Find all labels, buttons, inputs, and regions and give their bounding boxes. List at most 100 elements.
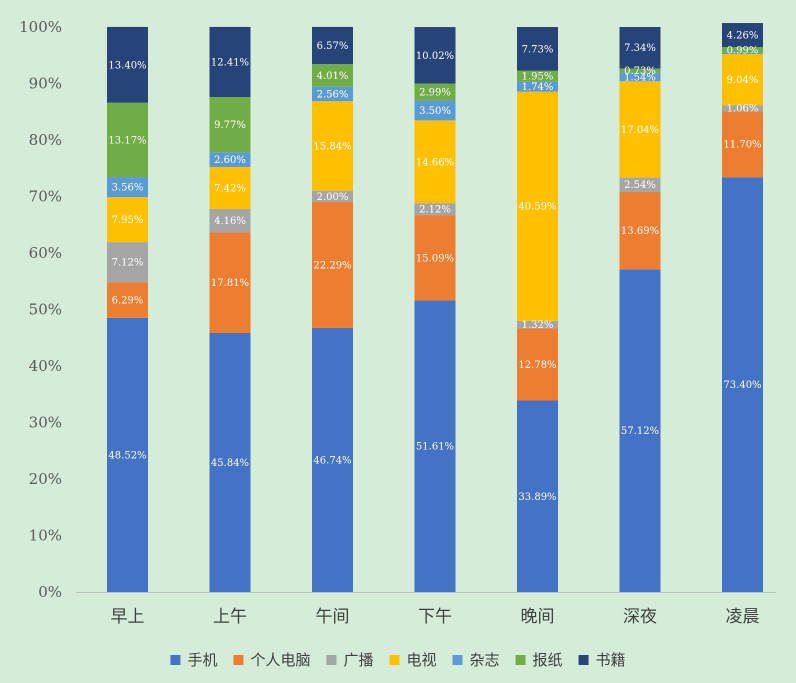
bar-segment bbox=[107, 26, 148, 103]
data-label: 0.99% bbox=[727, 45, 759, 56]
data-label: 2.00% bbox=[317, 192, 349, 203]
data-label: 9.04% bbox=[727, 75, 759, 86]
legend-label: 电视 bbox=[406, 651, 436, 669]
data-label: 13.17% bbox=[108, 135, 146, 146]
data-label: 45.84% bbox=[211, 458, 249, 469]
legend-label: 书籍 bbox=[596, 651, 626, 669]
data-label: 12.41% bbox=[211, 58, 249, 69]
bar-segment bbox=[107, 197, 148, 243]
data-label: 2.56% bbox=[317, 89, 349, 100]
data-label: 7.95% bbox=[112, 215, 144, 226]
y-tick-label: 50% bbox=[29, 301, 62, 319]
y-tick-label: 10% bbox=[29, 527, 62, 545]
x-category-label: 午间 bbox=[316, 607, 350, 627]
legend-label: 杂志 bbox=[470, 651, 500, 669]
x-axis: 早上 上午 午间 下午 晚间 深夜 凌晨 bbox=[76, 592, 776, 627]
data-label: 57.12% bbox=[621, 426, 659, 437]
bar-segment bbox=[619, 68, 661, 73]
bar-segment bbox=[312, 101, 353, 191]
data-label: 40.59% bbox=[518, 202, 556, 213]
y-tick-label: 80% bbox=[29, 131, 62, 149]
bar-segment bbox=[517, 328, 558, 401]
bar-segment bbox=[517, 91, 558, 321]
x-category-label: 晚间 bbox=[521, 607, 555, 627]
data-label: 17.81% bbox=[211, 278, 249, 289]
legend-swatch bbox=[389, 655, 400, 665]
bar-segment bbox=[312, 64, 353, 87]
bar-segment bbox=[414, 120, 456, 204]
bar-segment bbox=[517, 400, 558, 592]
bar-segment bbox=[414, 83, 456, 101]
legend: 手机 个人电脑 广播 电视 杂志 报纸 书籍 bbox=[170, 651, 626, 669]
bar-segment bbox=[619, 191, 661, 270]
bar-segment bbox=[209, 166, 251, 209]
y-tick-label: 100% bbox=[19, 18, 62, 36]
bar-segment bbox=[517, 70, 558, 82]
data-label: 2.99% bbox=[419, 88, 451, 99]
data-label: 4.16% bbox=[214, 216, 246, 227]
data-label: 4.26% bbox=[727, 31, 759, 42]
data-label: 1.74% bbox=[522, 82, 554, 93]
data-label: 7.12% bbox=[112, 258, 144, 269]
data-label: 13.40% bbox=[108, 60, 146, 71]
data-label: 3.56% bbox=[112, 183, 144, 194]
bar-segment bbox=[414, 300, 456, 592]
bar-segment bbox=[722, 54, 763, 106]
y-tick-label: 40% bbox=[29, 357, 62, 375]
data-label: 10.02% bbox=[416, 51, 454, 62]
data-label: 6.57% bbox=[317, 41, 349, 52]
y-tick-label: 0% bbox=[38, 583, 62, 601]
legend-swatch bbox=[515, 655, 526, 665]
data-label: 1.32% bbox=[522, 320, 554, 331]
bar-segment bbox=[107, 242, 148, 283]
data-label: 15.09% bbox=[416, 253, 454, 264]
bar-segment bbox=[209, 333, 251, 592]
legend-swatch bbox=[233, 655, 244, 665]
legend-swatch bbox=[170, 655, 181, 665]
legend-label: 手机 bbox=[187, 651, 217, 669]
y-tick-label: 30% bbox=[29, 414, 62, 432]
bar-segment bbox=[414, 27, 456, 84]
bar-segment bbox=[619, 72, 661, 82]
legend-swatch bbox=[326, 655, 337, 665]
bar-segment bbox=[619, 27, 661, 69]
bar-segment bbox=[722, 52, 763, 55]
bar-segment bbox=[619, 177, 661, 192]
plot-area: 48.52% 6.29% 7.12% 7.95% 3.56% 13.17% 13.40% 45… bbox=[107, 23, 763, 593]
bar-segment bbox=[209, 232, 251, 334]
data-label: 51.61% bbox=[416, 442, 454, 453]
x-category-label: 深夜 bbox=[623, 607, 657, 627]
bar-segment bbox=[209, 97, 251, 153]
bar-segment bbox=[414, 215, 456, 301]
data-label: 15.84% bbox=[313, 141, 351, 152]
bar-segment bbox=[517, 320, 558, 329]
data-label: 73.40% bbox=[723, 380, 761, 391]
data-label: 13.69% bbox=[621, 226, 659, 237]
y-axis: 0% 10% 20% 30% 40% 50% 60% 70% 80% 90% 100% bbox=[19, 18, 62, 601]
data-label: 2.60% bbox=[214, 155, 246, 166]
x-category-label: 早上 bbox=[111, 607, 145, 627]
bar-segment bbox=[209, 208, 251, 233]
data-label: 48.52% bbox=[108, 450, 146, 461]
x-category-label: 下午 bbox=[418, 607, 452, 627]
data-label: 2.12% bbox=[419, 205, 451, 216]
x-category-label: 凌晨 bbox=[726, 607, 760, 627]
bar-segment bbox=[312, 86, 353, 102]
bar-segment bbox=[722, 105, 763, 112]
data-label: 7.34% bbox=[624, 43, 656, 54]
bar-segment bbox=[517, 27, 558, 71]
data-label: 17.04% bbox=[621, 125, 659, 136]
data-label: 7.73% bbox=[522, 44, 554, 55]
bar-segment bbox=[517, 81, 558, 92]
data-label: 1.95% bbox=[522, 72, 554, 83]
legend-swatch bbox=[578, 655, 589, 665]
data-label: 12.78% bbox=[518, 360, 556, 371]
data-label: 6.29% bbox=[112, 296, 144, 307]
x-category-label: 上午 bbox=[213, 607, 247, 627]
bar-segment bbox=[209, 152, 251, 167]
bar-segment bbox=[414, 203, 456, 216]
bar-segment bbox=[209, 26, 251, 98]
legend-swatch bbox=[452, 655, 463, 665]
bar-segment bbox=[312, 201, 353, 328]
